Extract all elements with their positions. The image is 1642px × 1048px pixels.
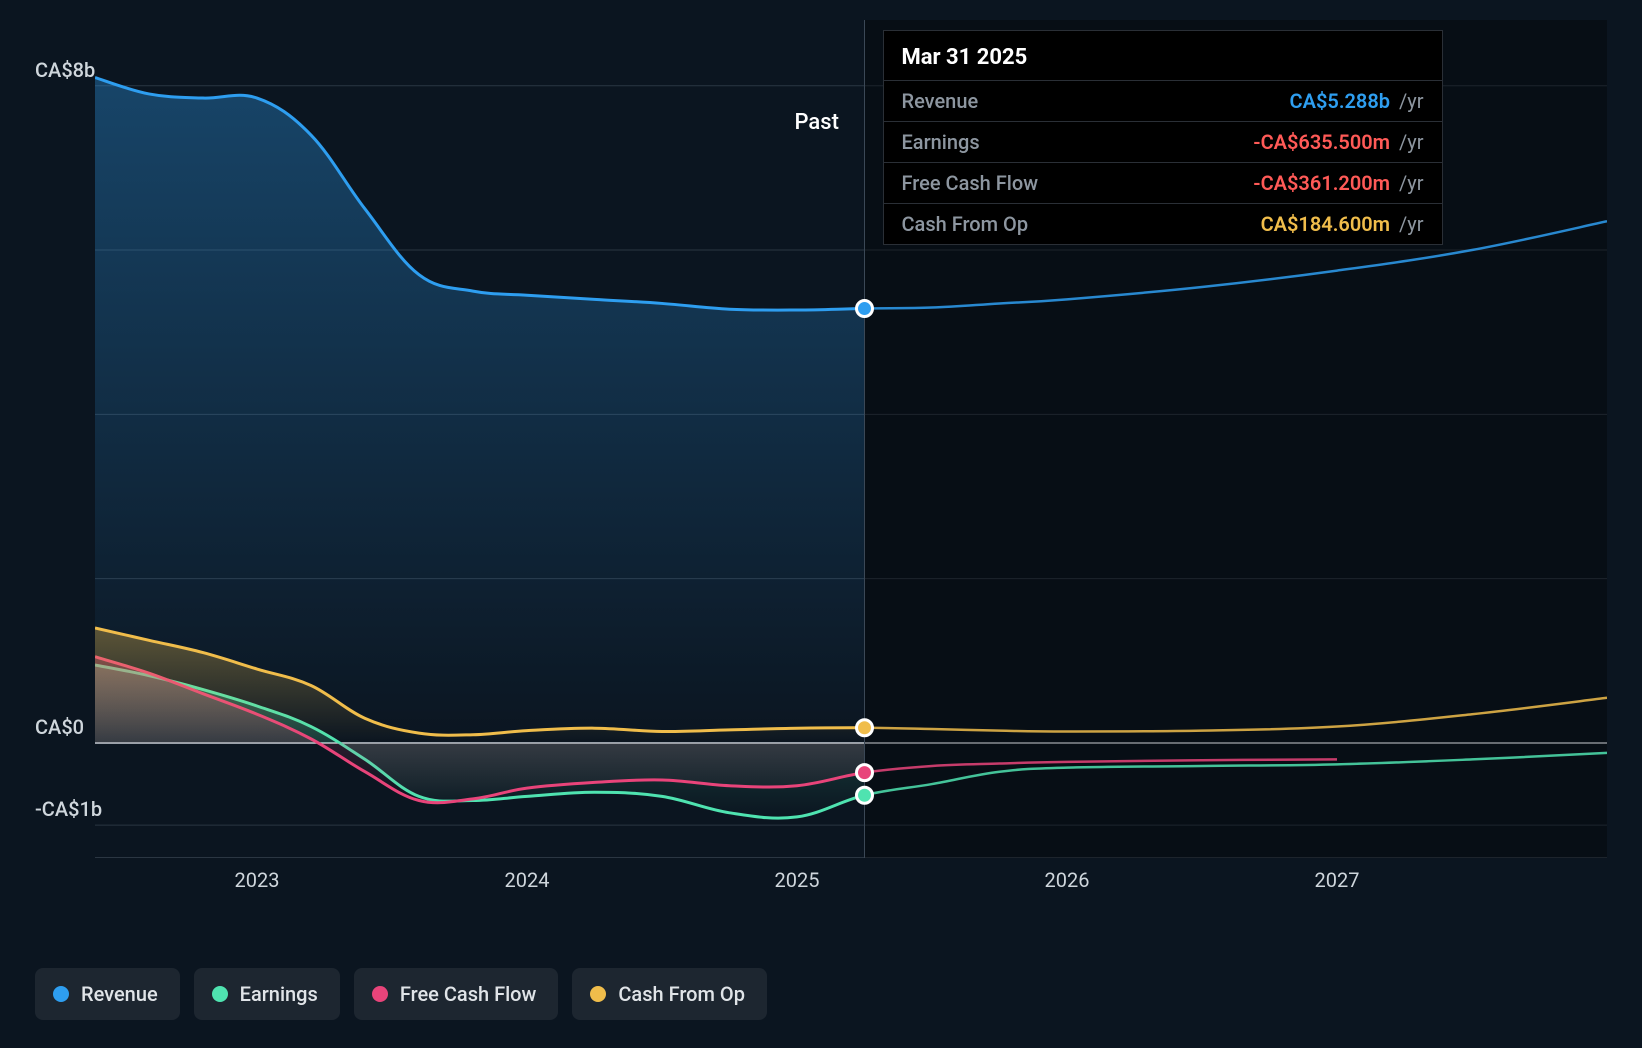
chart-container: CA$8b CA$0 -CA$1b 2023 2024 2025 2026 2027 Pas… — [0, 0, 1642, 1048]
tooltip-value: CA$5.288b — [1290, 89, 1391, 113]
tooltip-row: Cash From Op CA$184.600m /yr — [884, 203, 1442, 244]
tooltip-row: Earnings -CA$635.500m /yr — [884, 121, 1442, 162]
tooltip-date: Mar 31 2025 — [884, 31, 1442, 80]
tooltip-row: Free Cash Flow -CA$361.200m /yr — [884, 162, 1442, 203]
legend-item-fcf[interactable]: Free Cash Flow — [354, 968, 559, 1020]
tooltip-value: CA$184.600m — [1261, 212, 1390, 236]
tooltip-suffix: /yr — [1394, 171, 1423, 195]
tooltip-suffix: /yr — [1394, 212, 1423, 236]
legend-swatch-icon — [372, 986, 388, 1002]
legend-item-earnings[interactable]: Earnings — [194, 968, 340, 1020]
y-axis-label: CA$8b — [35, 58, 95, 82]
legend-item-cfo[interactable]: Cash From Op — [572, 968, 767, 1020]
legend: Revenue Earnings Free Cash Flow Cash From O… — [35, 968, 767, 1020]
legend-label: Free Cash Flow — [400, 982, 537, 1006]
tooltip-label: Earnings — [902, 130, 980, 154]
tooltip-suffix: /yr — [1394, 130, 1423, 154]
x-axis-label: 2023 — [235, 868, 280, 892]
tooltip-value-wrap: -CA$635.500m /yr — [1253, 130, 1423, 154]
y-axis-label: -CA$1b — [35, 797, 102, 821]
tooltip-value-wrap: CA$5.288b /yr — [1290, 89, 1424, 113]
x-axis-label: 2024 — [505, 868, 550, 892]
hover-tooltip: Mar 31 2025 RevenueCA$5.288b /yrEarnings… — [883, 30, 1443, 245]
tooltip-rows: Revenue CA$5.288b /yr Earnings -CA$635.500m… — [884, 80, 1442, 244]
x-axis-label: 2026 — [1045, 868, 1090, 892]
legend-label: Revenue — [81, 982, 158, 1006]
legend-swatch-icon — [590, 986, 606, 1002]
tooltip-label: Cash From Op — [902, 212, 1029, 236]
tooltip-suffix: /yr — [1394, 89, 1423, 113]
tooltip-row: Revenue CA$5.288b /yr — [884, 80, 1442, 121]
legend-swatch-icon — [53, 986, 69, 1002]
tooltip-value: -CA$361.200m — [1253, 171, 1390, 195]
tooltip-value: -CA$635.500m — [1253, 130, 1390, 154]
legend-swatch-icon — [212, 986, 228, 1002]
y-axis-label: CA$0 — [35, 715, 84, 739]
tooltip-value-wrap: -CA$361.200m /yr — [1253, 171, 1423, 195]
legend-label: Earnings — [240, 982, 318, 1006]
x-axis-label: 2025 — [775, 868, 820, 892]
tooltip-label: Revenue — [902, 89, 979, 113]
legend-item-revenue[interactable]: Revenue — [35, 968, 180, 1020]
x-axis-label: 2027 — [1315, 868, 1360, 892]
section-label-past: Past — [795, 110, 839, 135]
tooltip-label: Free Cash Flow — [902, 171, 1039, 195]
legend-label: Cash From Op — [618, 982, 745, 1006]
tooltip-value-wrap: CA$184.600m /yr — [1261, 212, 1424, 236]
